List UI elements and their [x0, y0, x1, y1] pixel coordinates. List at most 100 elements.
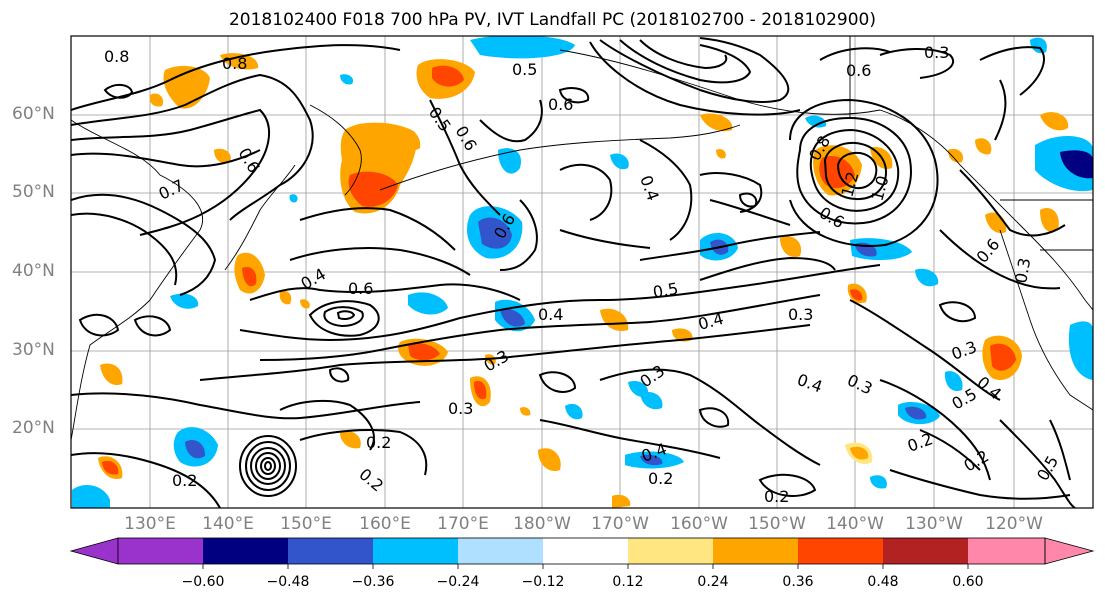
pv-contour — [538, 371, 577, 393]
neg-patch — [72, 485, 110, 508]
pv-contour — [796, 116, 912, 225]
pv-contour — [499, 199, 538, 271]
neg-patch — [1068, 321, 1093, 380]
contour-label: 0.5 — [651, 279, 679, 302]
neg-patch — [870, 475, 887, 489]
contour-label: 0.3 — [924, 43, 949, 62]
lon-label-150w: 150°W — [748, 514, 806, 534]
pv-contour — [308, 300, 380, 337]
neg-patch — [170, 293, 199, 309]
pos-patch — [700, 113, 733, 132]
pos-patch — [990, 343, 1016, 371]
lon-label-170w: 170°W — [591, 514, 649, 534]
colorbar-segment — [373, 538, 458, 564]
neg-patch — [1060, 150, 1093, 179]
neg-patch — [498, 148, 521, 174]
pv-contour — [559, 163, 613, 221]
colorbar-segment — [288, 538, 373, 564]
colorbar-segment — [883, 538, 968, 564]
contour-label: 0.6 — [348, 279, 373, 298]
lat-label-30n: 30°N — [12, 340, 55, 360]
pv-contour — [738, 192, 758, 208]
pos-patch — [398, 128, 421, 150]
pv-contour — [709, 199, 791, 226]
pv-contour — [919, 429, 981, 471]
neg-patch — [565, 403, 583, 420]
pos-patch — [850, 446, 869, 460]
colorbar-tick-label: −0.48 — [266, 574, 310, 590]
colorbar-extend-high — [1044, 537, 1095, 565]
pv-contour — [328, 367, 350, 383]
pv-contour — [699, 172, 763, 213]
pos-patch — [220, 53, 259, 70]
pv-contour — [103, 84, 134, 99]
pv-contour — [789, 98, 939, 247]
colorbar-segment — [713, 538, 798, 564]
pv-contour — [939, 229, 1061, 290]
colorbar-tick-label: 0.12 — [612, 574, 644, 590]
pv-contour — [479, 99, 543, 143]
lon-label-180w: 180°W — [513, 514, 571, 534]
pv-contour — [539, 419, 721, 459]
pos-patch — [819, 155, 855, 189]
pv-contour — [698, 407, 730, 428]
pos-patch — [102, 460, 119, 475]
contour-label: 0.6 — [548, 95, 573, 114]
neg-patch — [915, 268, 939, 287]
neg-patch — [805, 115, 827, 128]
pos-patch — [214, 148, 231, 164]
pos-patch — [432, 65, 464, 87]
pos-patch — [520, 407, 531, 416]
pv-contour — [249, 283, 521, 301]
colorbar-tick-label: −0.60 — [181, 574, 225, 590]
pv-contour — [639, 139, 693, 241]
pos-patch — [242, 266, 257, 287]
contour-label: 0.2 — [172, 471, 197, 490]
pv-contours — [71, 37, 1076, 508]
pv-contour — [558, 87, 590, 104]
pv-contour — [133, 315, 172, 337]
colorbar — [69, 537, 1095, 569]
pv-contour — [879, 379, 991, 481]
pv-contour — [199, 324, 811, 381]
pos-patch — [1040, 208, 1059, 232]
pos-patch — [948, 148, 964, 163]
pv-contour — [71, 44, 401, 111]
neg-patch — [1030, 37, 1047, 54]
colorbar-ticks — [202, 564, 969, 569]
colorbar-segment — [543, 538, 628, 564]
lat-label-60n: 60°N — [12, 104, 55, 124]
colorbar-tick-label: −0.36 — [351, 574, 395, 590]
pos-patch — [149, 93, 164, 107]
pos-patch — [672, 328, 693, 342]
pv-contour — [819, 47, 891, 61]
pos-patch — [1040, 112, 1069, 131]
pv-contour — [323, 306, 364, 328]
pv-contour — [71, 193, 217, 296]
lon-label-130w: 130°W — [905, 514, 963, 534]
pos-patch — [300, 299, 310, 309]
lat-label-20n: 20°N — [12, 418, 55, 438]
neg-patch — [340, 74, 354, 85]
neg-patch — [185, 439, 206, 459]
pv-contour — [559, 229, 651, 249]
colorbar-segment — [203, 538, 288, 564]
pos-patch — [975, 138, 992, 155]
lon-label-140e: 140°E — [202, 514, 254, 534]
colorbar-segment — [118, 538, 203, 564]
pv-contour — [889, 469, 1071, 500]
lon-label-140w: 140°W — [826, 514, 884, 534]
typhoon-contours — [239, 435, 297, 497]
pv-contour — [239, 264, 881, 342]
pv-contour — [71, 452, 221, 508]
contour-label: 0.6 — [846, 61, 871, 80]
pv-contour — [599, 368, 821, 466]
pv-contour — [71, 73, 314, 221]
pv-contour — [289, 247, 471, 276]
neg-patch — [408, 292, 448, 315]
pos-patch — [780, 236, 802, 258]
pos-patch — [279, 290, 292, 305]
contour-label: 0.2 — [366, 433, 391, 452]
colorbar-tick-label: 0.48 — [867, 574, 899, 590]
pv-contour — [429, 99, 501, 216]
